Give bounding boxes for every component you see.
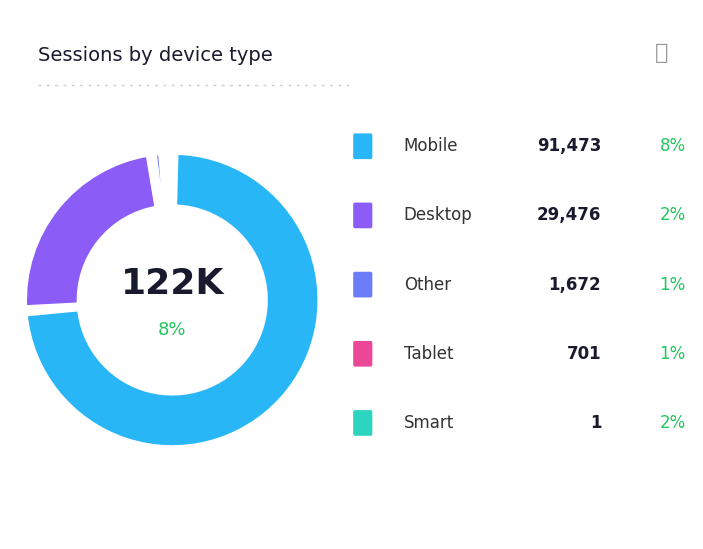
Text: Tablet: Tablet xyxy=(404,345,453,363)
FancyBboxPatch shape xyxy=(353,203,373,228)
Text: 2%: 2% xyxy=(659,206,685,225)
Text: 8%: 8% xyxy=(158,321,186,339)
FancyBboxPatch shape xyxy=(353,133,373,159)
Text: Other: Other xyxy=(404,276,451,294)
FancyBboxPatch shape xyxy=(353,272,373,298)
Text: Smart: Smart xyxy=(404,414,454,432)
Text: 29,476: 29,476 xyxy=(537,206,601,225)
Wedge shape xyxy=(25,152,320,447)
Text: ⧉: ⧉ xyxy=(655,43,669,63)
Text: 1,672: 1,672 xyxy=(548,276,601,294)
Text: Desktop: Desktop xyxy=(404,206,472,225)
Text: 91,473: 91,473 xyxy=(537,137,601,155)
Text: Mobile: Mobile xyxy=(404,137,458,155)
Text: 1%: 1% xyxy=(659,276,685,294)
FancyBboxPatch shape xyxy=(353,341,373,367)
Text: 122K: 122K xyxy=(120,267,224,301)
Wedge shape xyxy=(167,153,172,207)
Text: Sessions by device type: Sessions by device type xyxy=(38,46,273,65)
Wedge shape xyxy=(172,152,176,207)
Text: 1%: 1% xyxy=(659,345,685,363)
Wedge shape xyxy=(155,153,165,208)
FancyBboxPatch shape xyxy=(353,410,373,436)
Text: 2%: 2% xyxy=(659,414,685,432)
Wedge shape xyxy=(25,154,157,307)
Text: 701: 701 xyxy=(567,345,601,363)
Text: 1: 1 xyxy=(590,414,601,432)
Text: 8%: 8% xyxy=(659,137,685,155)
